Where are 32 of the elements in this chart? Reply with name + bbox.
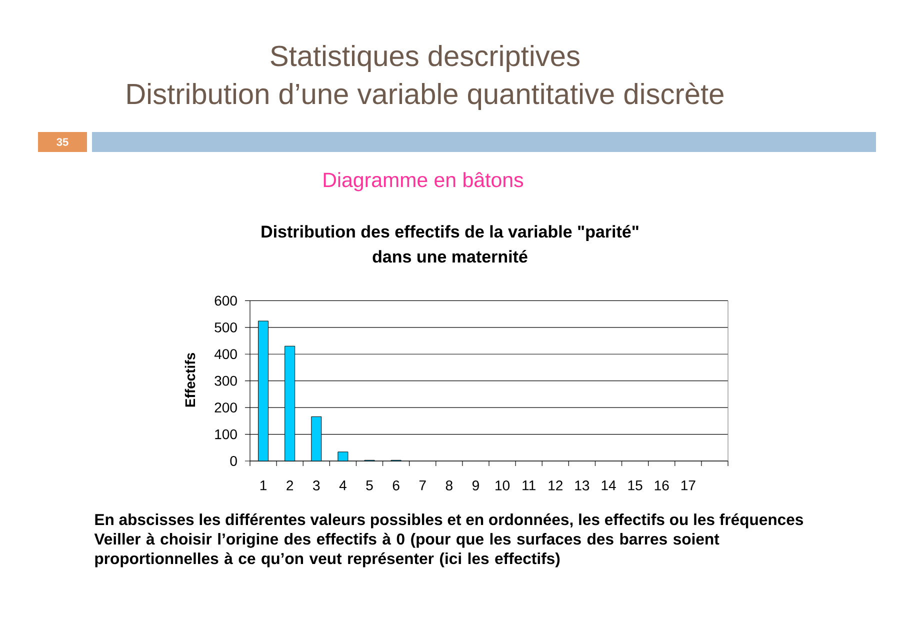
text: Statistiques descriptives xyxy=(270,44,580,72)
y-tick-label: 100 xyxy=(215,429,237,440)
x-tick-label: 6 xyxy=(392,480,400,490)
text: Distribution d’une variable quantitative discrète xyxy=(128,82,724,110)
x-tick-label: 8 xyxy=(446,480,452,490)
x-tick-label: 9 xyxy=(472,480,479,490)
x-tick-label: 3 xyxy=(313,480,320,490)
text: 35 xyxy=(56,138,68,146)
text: Veiller à choisir l’origine des effectifs à 0 (pour que les surfaces des barres soient proportionnelles à ce qu’on veut représenter (ici les effectifs) xyxy=(94,532,720,568)
y-tick-label: 300 xyxy=(214,376,237,386)
text: En abscisses les différentes valeurs possibles et en ordonnées, les effectifs ou les fréquences xyxy=(95,513,804,528)
x-tick-label: 11 xyxy=(522,480,536,490)
y-tick-label: 600 xyxy=(214,296,237,306)
x-tick-label: 13 xyxy=(575,480,590,490)
x-tick-label: 1 xyxy=(260,480,266,490)
x-tick-label: 17 xyxy=(681,480,696,490)
x-tick-label: 10 xyxy=(496,480,510,490)
x-tick-label: 2 xyxy=(286,480,294,490)
y-tick-label: 200 xyxy=(214,402,237,413)
y-tick-label: 500 xyxy=(214,322,237,332)
x-tick-label: 16 xyxy=(654,480,669,490)
chart-subtitle: Diagramme en bâtons xyxy=(324,172,524,192)
y-axis-title: Effectifs xyxy=(184,352,196,407)
y-tick-label: 400 xyxy=(214,349,237,360)
x-tick-label: 14 xyxy=(602,480,616,490)
x-tick-label: 5 xyxy=(366,480,373,490)
y-tick-label: 0 xyxy=(230,456,237,466)
x-tick-label: 4 xyxy=(339,480,346,490)
x-tick-label: 7 xyxy=(419,480,426,490)
x-tick-label: 12 xyxy=(548,480,562,490)
chart-title: Distribution des effectifs de la variable "parité" dans une maternité xyxy=(262,225,638,263)
x-tick-label: 15 xyxy=(628,480,642,490)
